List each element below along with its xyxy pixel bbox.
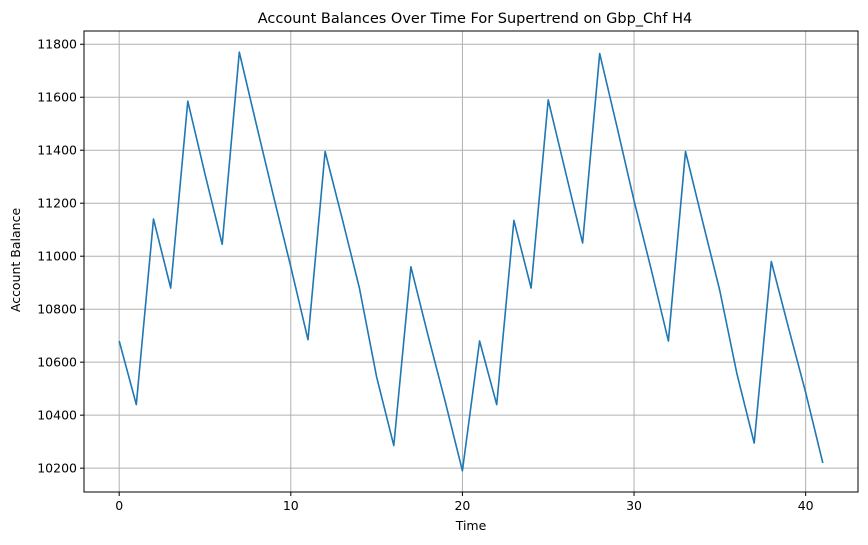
x-ticks: 0 10 20 30 40 (115, 492, 814, 513)
x-tick-label: 20 (454, 498, 470, 513)
y-tick-label: 10200 (37, 461, 77, 476)
y-tick-label: 11600 (37, 90, 77, 105)
series-layer (118, 51, 824, 472)
x-tick-label: 10 (283, 498, 299, 513)
plot-frame (83, 30, 859, 493)
y-tick-label: 11400 (37, 143, 77, 158)
grid (84, 31, 858, 492)
x-tick-label: 30 (626, 498, 642, 513)
y-tick-label: 10600 (37, 355, 77, 370)
x-tick-label: 40 (798, 498, 814, 513)
y-axis-label: Account Balance (8, 208, 23, 313)
y-tick-label: 11800 (37, 37, 77, 52)
y-ticks: 10200 10400 10600 10800 11000 11200 11400 11600… (37, 37, 84, 476)
series-line (118, 51, 824, 472)
x-axis-label: Time (455, 518, 487, 533)
chart-title: Account Balances Over Time For Supertren… (258, 11, 692, 27)
y-tick-label: 10400 (37, 408, 77, 423)
x-tick-label: 0 (115, 498, 123, 513)
y-tick-label: 10800 (37, 302, 77, 317)
y-tick-label: 11000 (37, 249, 77, 264)
y-tick-label: 11200 (37, 196, 77, 211)
